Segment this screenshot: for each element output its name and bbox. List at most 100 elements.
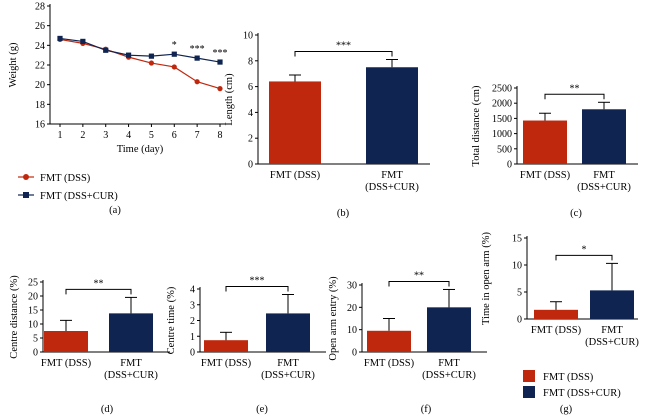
significance-marker: *** (213, 48, 228, 59)
x-tick-label: 6 (172, 130, 177, 141)
y-tick-label: 28 (35, 2, 45, 13)
x-category-label: FMT (DSS) (520, 170, 571, 181)
x-tick-label: 7 (195, 130, 200, 141)
panel-label: (f) (421, 404, 432, 415)
significance-bracket (388, 280, 450, 287)
bar-dss (367, 330, 411, 352)
legend-swatch-cur (523, 386, 535, 398)
panel-label: (c) (570, 208, 582, 219)
y-tick-label: 5 (517, 288, 522, 299)
x-category-label: FMT (DSS) (270, 170, 321, 181)
y-tick-label: 4 (248, 108, 253, 119)
y-tick-label: 24 (35, 41, 45, 52)
data-point-dss (171, 64, 177, 70)
data-point-cur (148, 53, 155, 59)
y-tick-label: 16 (35, 120, 45, 131)
y-tick-label: 10 (512, 261, 522, 272)
y-tick-label: 20 (35, 80, 45, 91)
data-point-cur (80, 38, 86, 44)
panel-c: 0 500 1000 1500 2000 2500 Total distance (cm) (… (471, 83, 638, 219)
data-point-cur (125, 52, 132, 58)
y-tick-label: 0 (507, 160, 512, 171)
y-tick-label: 8 (248, 56, 253, 67)
panel-label: (a) (109, 205, 121, 216)
x-category-label: FMT (277, 358, 299, 369)
y-tick-label: 20 (347, 303, 357, 314)
x-category-label: FMT (381, 170, 403, 181)
y-tick-label: 5 (33, 334, 38, 345)
bar-cur (366, 67, 418, 164)
panel-label: (b) (337, 208, 350, 219)
y-tick-label: 0 (352, 348, 357, 359)
x-category-label: (DSS+CUR) (104, 370, 158, 381)
x-tick-label: 3 (103, 130, 108, 141)
x-tick-label: 2 (80, 130, 85, 141)
data-point-dss (148, 60, 155, 66)
y-tick-label: 500 (497, 144, 512, 155)
y-tick-label: 2000 (492, 99, 512, 110)
y-tick-label: 6 (248, 82, 253, 93)
bar-cur (590, 290, 634, 319)
x-category-label: FMT (DSS) (201, 358, 252, 369)
bar-cur (266, 313, 310, 352)
x-category-label: (DSS+CUR) (577, 182, 631, 193)
y-tick-label: 3 (190, 300, 195, 311)
bar-dss (204, 340, 248, 352)
y-tick-label: 26 (35, 21, 45, 32)
panel-label: (g) (560, 404, 573, 415)
data-point-cur (217, 59, 223, 65)
x-category-label: FMT (593, 170, 615, 181)
y-axis-label: Total distance (cm) (471, 85, 482, 166)
data-point-dss (194, 79, 200, 85)
data-point-cur (171, 51, 177, 57)
significance-bracket (544, 93, 605, 100)
significance-bracket (555, 254, 613, 261)
significance-bracket (65, 288, 132, 295)
significance-marker: * (582, 244, 587, 255)
y-tick-label: 25 (28, 278, 38, 289)
y-tick-label: 10 (243, 31, 253, 42)
significance-marker: ** (570, 83, 580, 94)
panel-b: 0 2 4 6 8 10 Length (cm) (b) FMT (DSS) FMT(DSS+CU… (224, 31, 430, 219)
y-tick-label: 2 (190, 316, 195, 327)
x-category-label: FMT (DSS) (41, 358, 92, 369)
significance-marker: *** (190, 44, 205, 55)
x-tick-label: 8 (218, 130, 223, 141)
legend-marker-cur (23, 192, 29, 198)
y-tick-label: 0 (33, 348, 38, 359)
y-axis-label: Open arm entry (%) (328, 276, 339, 361)
y-tick-label: 1000 (492, 129, 512, 140)
series-line-dss (59, 38, 221, 90)
x-category-label: FMT (601, 325, 623, 336)
x-axis-label: Time (day) (117, 144, 164, 155)
data-point-cur (194, 55, 200, 61)
x-category-label: FMT (120, 358, 142, 369)
y-tick-label: 0 (248, 160, 253, 171)
y-tick-label: 0 (517, 315, 522, 326)
panel-label: (d) (101, 404, 114, 415)
panel-d: 0 5 10 15 20 25 Centre distance (%) (d) FMT (DSS… (9, 275, 170, 415)
data-point-dss (217, 86, 223, 92)
significance-marker: *** (336, 41, 351, 52)
y-axis-label: Centre distance (%) (9, 275, 20, 359)
significance-marker: *** (250, 276, 265, 287)
y-tick-label: 10 (347, 325, 357, 336)
legend-marker-dss (23, 174, 29, 180)
panel-e: 0 1 2 3 4 Centre time (%) (e) FMT (DSS) FMT(DSS+… (166, 276, 326, 415)
significance-bracket (225, 286, 289, 292)
x-category-label: (DSS+CUR) (422, 370, 476, 381)
x-category-label: (DSS+CUR) (365, 182, 419, 193)
data-point-cur (103, 47, 109, 53)
bar-dss (523, 120, 567, 164)
bar-cur (582, 109, 626, 164)
panel-a: 16 18 20 22 24 26 28 Weight (g) (a) 1 2 3 4 5 6 7 8 Time … (8, 2, 230, 216)
y-tick-label: 30 (347, 281, 357, 292)
y-axis-label: Length (cm) (224, 73, 235, 126)
y-tick-label: 4 (190, 285, 195, 296)
y-tick-label: 2500 (492, 84, 512, 95)
x-category-label: (DSS+CUR) (261, 370, 315, 381)
panel-f: 0 10 20 30 Open arm entry (%) (f) FMT (DSS) FMT… (328, 270, 487, 415)
legend-label-dss: FMT (DSS) (40, 173, 91, 184)
